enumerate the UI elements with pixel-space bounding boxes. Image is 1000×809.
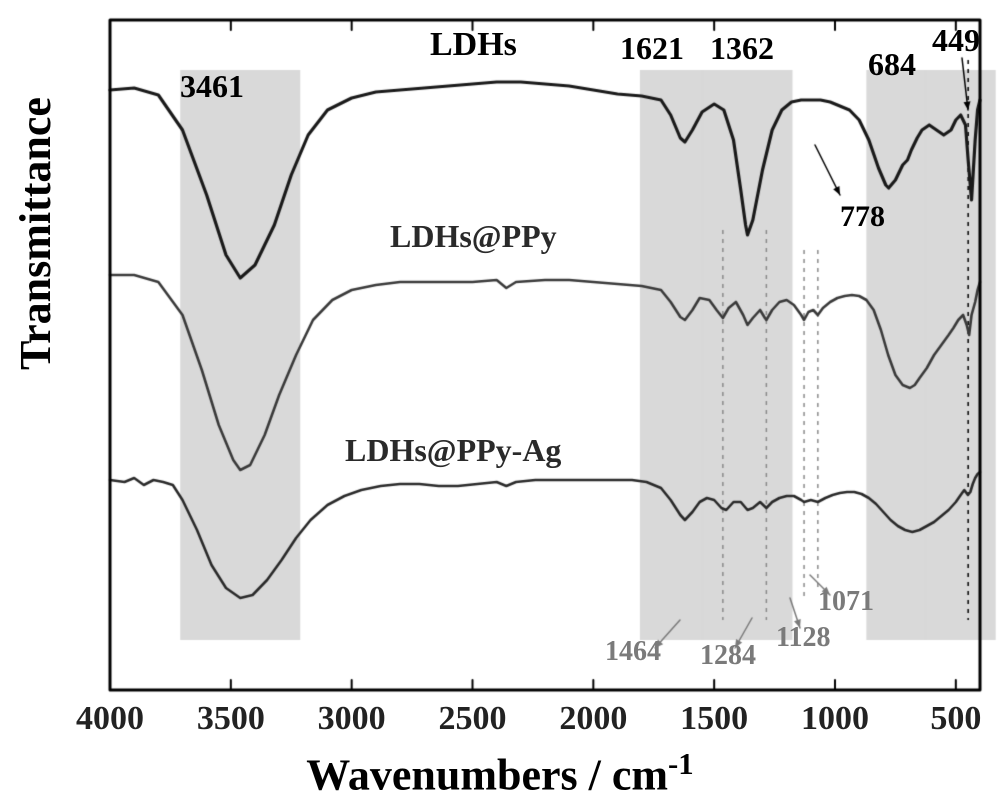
peak-label: 449 [932, 22, 980, 59]
peak-label: 1621 [620, 30, 684, 67]
x-tick: 2000 [553, 700, 633, 738]
peak-label: 3461 [180, 68, 244, 105]
ftir-spectrum-chart [0, 0, 1000, 809]
peak-label: LDHs@PPy-Ag [345, 432, 561, 469]
x-tick: 1500 [674, 700, 754, 738]
peak-label: 778 [840, 200, 885, 234]
x-tick: 4000 [70, 700, 150, 738]
x-axis-label: Wavenumbers / cm-1 [0, 747, 1000, 801]
y-axis-label: Transmittance [10, 97, 61, 370]
peak-label: 1128 [776, 622, 830, 654]
peak-label: LDHs [430, 26, 517, 64]
x-tick: 2500 [433, 700, 513, 738]
x-tick: 3500 [191, 700, 271, 738]
peak-label: 1464 [605, 636, 661, 668]
x-tick: 3000 [312, 700, 392, 738]
x-tick: 1000 [795, 700, 875, 738]
peak-label: 1071 [818, 586, 874, 618]
peak-label: 684 [868, 46, 916, 83]
x-tick: 500 [916, 700, 996, 738]
peak-label: LDHs@PPy [390, 218, 557, 255]
peak-label: 1362 [710, 30, 774, 67]
peak-label: 1284 [700, 640, 756, 672]
